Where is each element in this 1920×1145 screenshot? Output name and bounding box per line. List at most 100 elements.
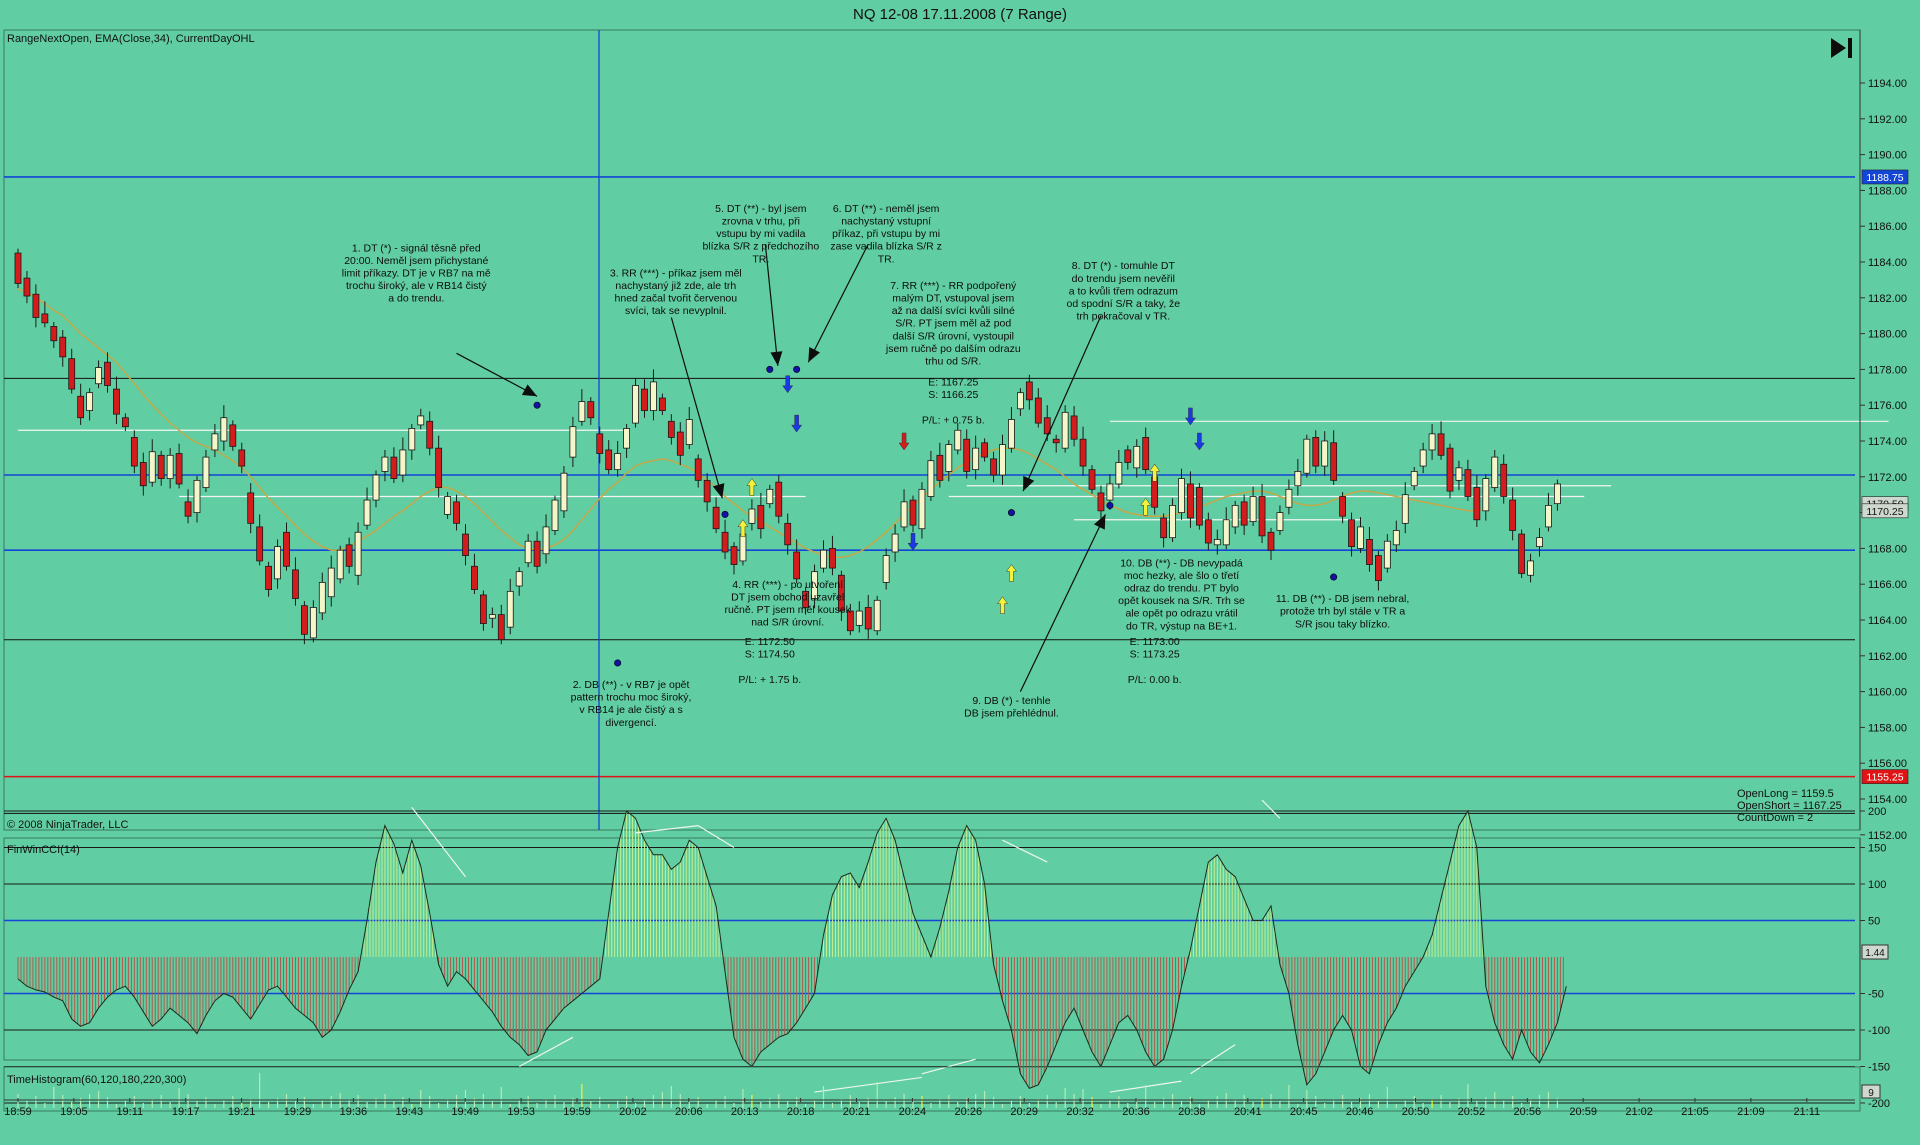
- time-tick-label: 20:24: [899, 1106, 927, 1118]
- candle-body-up: [148, 451, 156, 483]
- scroll-to-end-button[interactable]: [1831, 38, 1852, 58]
- candle-body-up: [1231, 505, 1239, 528]
- candle: [1061, 405, 1069, 453]
- candle-body-up: [1401, 494, 1409, 524]
- time-tick-label: 20:59: [1569, 1106, 1597, 1118]
- candle-body-up: [542, 526, 550, 555]
- candle-body-down: [462, 533, 469, 556]
- candle: [1312, 430, 1320, 474]
- candle-body-up: [891, 533, 899, 553]
- price-tick-label: 1176.00: [1868, 400, 1907, 412]
- cci-tick-label: 100: [1868, 879, 1886, 891]
- time-tick-label: 20:38: [1178, 1106, 1206, 1118]
- annotation-line: P/L: + 0.75 b.: [922, 414, 985, 426]
- candle-body-up: [399, 449, 407, 476]
- candle-body-up: [632, 385, 639, 424]
- candle: [265, 561, 273, 597]
- annotation-arrowhead-icon: [1093, 514, 1106, 530]
- candle-body-down: [497, 614, 505, 641]
- candle-body-down: [1187, 483, 1194, 519]
- candle: [229, 420, 237, 451]
- candle-body-up: [515, 571, 523, 587]
- candle-body-up: [1276, 512, 1284, 531]
- signal-dot: [1007, 509, 1015, 517]
- candle: [471, 553, 478, 595]
- candle-body-down: [775, 481, 783, 517]
- candle-body-down: [1124, 449, 1132, 463]
- status-countdown: CountDown = 2: [1737, 812, 1813, 824]
- candle: [1375, 551, 1382, 591]
- candle-body-up: [1169, 505, 1176, 539]
- candle: [587, 397, 595, 425]
- histogram-current-value: 9: [1868, 1088, 1874, 1099]
- signal-dot: [766, 365, 774, 373]
- cci-axis[interactable]: 200 150 100 50 -50 -100 -150 -200: [1859, 806, 1890, 1110]
- annotation-line: E: 1167.25: [928, 377, 978, 389]
- arrow-up-icon: [1005, 564, 1017, 582]
- candle-body-up: [1008, 419, 1015, 449]
- histogram-current-tag-box: [1861, 1084, 1881, 1099]
- candle-body-up: [1178, 478, 1185, 513]
- time-tick-label: 20:36: [1122, 1106, 1150, 1118]
- candle-body-down: [139, 462, 147, 487]
- candle-body-up: [1115, 462, 1123, 485]
- candle-body-down: [605, 449, 613, 471]
- annotation-arrowhead-icon: [712, 483, 725, 499]
- annotation-line: nachystaný již zde, ale trh: [615, 280, 736, 292]
- candle-body-down: [1097, 492, 1105, 512]
- candle: [479, 590, 487, 631]
- candle-body-up: [1383, 540, 1391, 569]
- candle: [1097, 485, 1105, 518]
- candle: [1124, 445, 1132, 470]
- candle-body-down: [300, 605, 308, 635]
- annotation-line: 6. DT (**) - neměl jsem: [833, 203, 940, 215]
- annotation-line: E: 1173.00: [1130, 636, 1180, 648]
- annotation-line: DT jsem obchod uzavřel: [731, 591, 844, 603]
- status-open-long: OpenLong = 1159.5: [1737, 788, 1834, 800]
- arrow-down-icon: [782, 375, 794, 394]
- annotation-leader: [807, 243, 869, 363]
- candle: [623, 423, 630, 459]
- candle: [462, 524, 469, 566]
- price-tick-label: 1168.00: [1868, 543, 1907, 555]
- candles: [14, 248, 1561, 645]
- candle: [846, 603, 854, 636]
- time-axis[interactable]: 18:59 19:05 19:11 19:17 19:21 19:29 19:36 19:43…: [4, 1098, 1855, 1118]
- candle-body-down: [1267, 531, 1275, 551]
- candle-body-down: [659, 397, 666, 411]
- candle-body-up: [1455, 467, 1463, 481]
- candle: [775, 475, 783, 524]
- annotation-line: další S/R úrovní, vystoupil: [893, 330, 1014, 342]
- candle-body-down: [533, 540, 541, 567]
- candle-body-down: [641, 388, 648, 411]
- candle-body-down: [471, 565, 478, 590]
- time-tick-label: 20:46: [1346, 1106, 1374, 1118]
- candle-body-up: [811, 571, 818, 599]
- annotation: 3. RR (***) - příkaz jsem mělnachystaný …: [610, 267, 742, 499]
- candle: [1079, 426, 1087, 476]
- annotation-leader: [1019, 514, 1106, 692]
- candle: [533, 531, 541, 574]
- candle: [1321, 431, 1329, 476]
- candle-body-down: [596, 433, 604, 454]
- candle: [999, 434, 1006, 485]
- candle-body-down: [256, 526, 264, 562]
- candle-body-up: [820, 549, 827, 569]
- candle: [86, 388, 93, 421]
- candle-body-up: [560, 472, 568, 512]
- time-tick-label: 19:36: [340, 1106, 368, 1118]
- price-tick-label: 1180.00: [1868, 329, 1907, 341]
- candle-body-down: [802, 590, 809, 608]
- candle: [435, 435, 443, 498]
- arrow-up-icon: [737, 519, 749, 537]
- candle: [426, 411, 434, 456]
- candle: [363, 487, 371, 530]
- candle: [1267, 527, 1275, 561]
- price-tick-label: 1184.00: [1868, 257, 1907, 269]
